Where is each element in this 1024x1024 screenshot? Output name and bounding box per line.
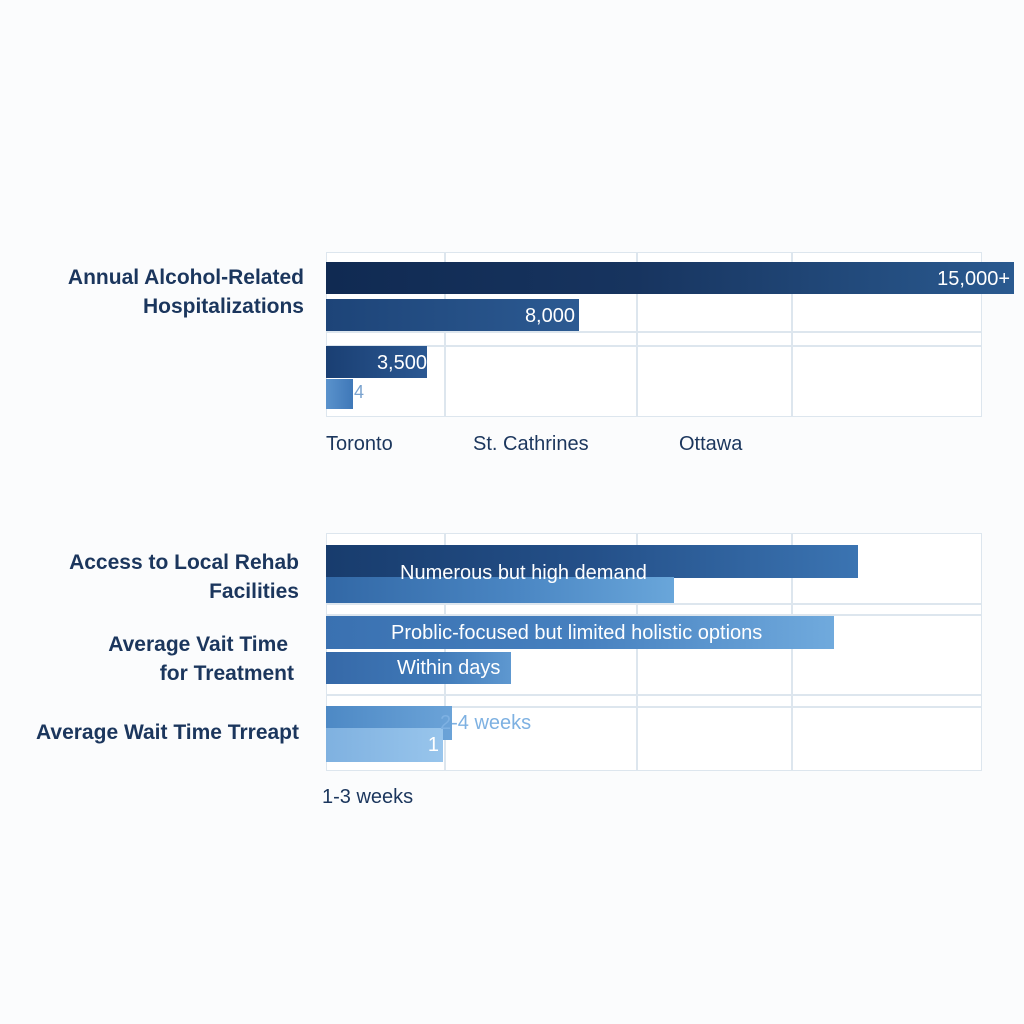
bar-value-label: 15,000+: [937, 268, 1010, 290]
gridline-h: [326, 331, 982, 333]
gridline-h: [326, 614, 982, 616]
bar-value-label: 3,500: [376, 352, 427, 374]
bar-problic-focused[interactable]: Problic-focused but limited holistic opt…: [326, 616, 834, 649]
y-label-line-1: Annual Alcohol-Related: [67, 266, 304, 289]
bar-value-label: 2-4 weeks: [440, 712, 532, 734]
bar-15000[interactable]: 15,000+: [326, 262, 1014, 294]
y-label-line-2: for Treatment: [159, 662, 294, 685]
bar-3500[interactable]: 3,500: [326, 346, 427, 378]
y-label-rehab-facilities: Access to Local Rehab Facilities: [69, 548, 299, 606]
gridline-v: [444, 252, 446, 417]
bar-1[interactable]: 1: [326, 728, 443, 762]
x-tick-1-3-weeks: 1-3 weeks: [322, 786, 414, 808]
x-tick-ottawa: Ottawa: [679, 433, 743, 455]
gridline-h: [326, 706, 982, 708]
bar-8000[interactable]: 8,000: [326, 299, 579, 331]
gridline-h: [326, 694, 982, 696]
gridline-v: [636, 252, 638, 417]
gridline-v: [791, 252, 793, 417]
y-axis-label-hospitalizations: Annual Alcohol-Related Hospitalizations: [68, 263, 304, 321]
bar-within-days[interactable]: Within days: [326, 652, 511, 684]
y-label-line-1: Access to Local Rehab: [69, 551, 299, 574]
x-tick-toronto: Toronto: [326, 433, 393, 455]
bar-value-label: Within days: [397, 657, 501, 679]
bar-value-label: Numerous but high demand: [400, 562, 647, 584]
y-label-line-2: Hospitalizations: [142, 295, 304, 318]
y-label-wait-time-trreapt: Average Wait Time Trreapt: [36, 718, 299, 747]
gridline-h: [326, 603, 982, 605]
y-label-line-2: Facilities: [209, 580, 299, 603]
y-label-line-1: Average Vait Time: [108, 633, 288, 656]
gridline-v: [791, 533, 793, 771]
bar-value-label: Problic-focused but limited holistic opt…: [391, 622, 763, 644]
bar-4[interactable]: [326, 379, 353, 409]
bar-numerous-high-demand[interactable]: [326, 545, 858, 578]
bar-value-label: 4: [354, 382, 365, 402]
x-tick-st-cathrines: St. Cathrines: [473, 433, 589, 455]
bar-rehab-secondary[interactable]: [326, 577, 674, 603]
gridline-h: [326, 345, 982, 347]
gridline-v: [636, 533, 638, 771]
bar-value-label: 8,000: [524, 305, 575, 327]
y-label-vait-time: Average Vait Time for Treatment: [108, 630, 294, 688]
y-label-line-1: Average Wait Time Trreapt: [36, 721, 299, 744]
bar-value-label: 1: [427, 734, 439, 756]
